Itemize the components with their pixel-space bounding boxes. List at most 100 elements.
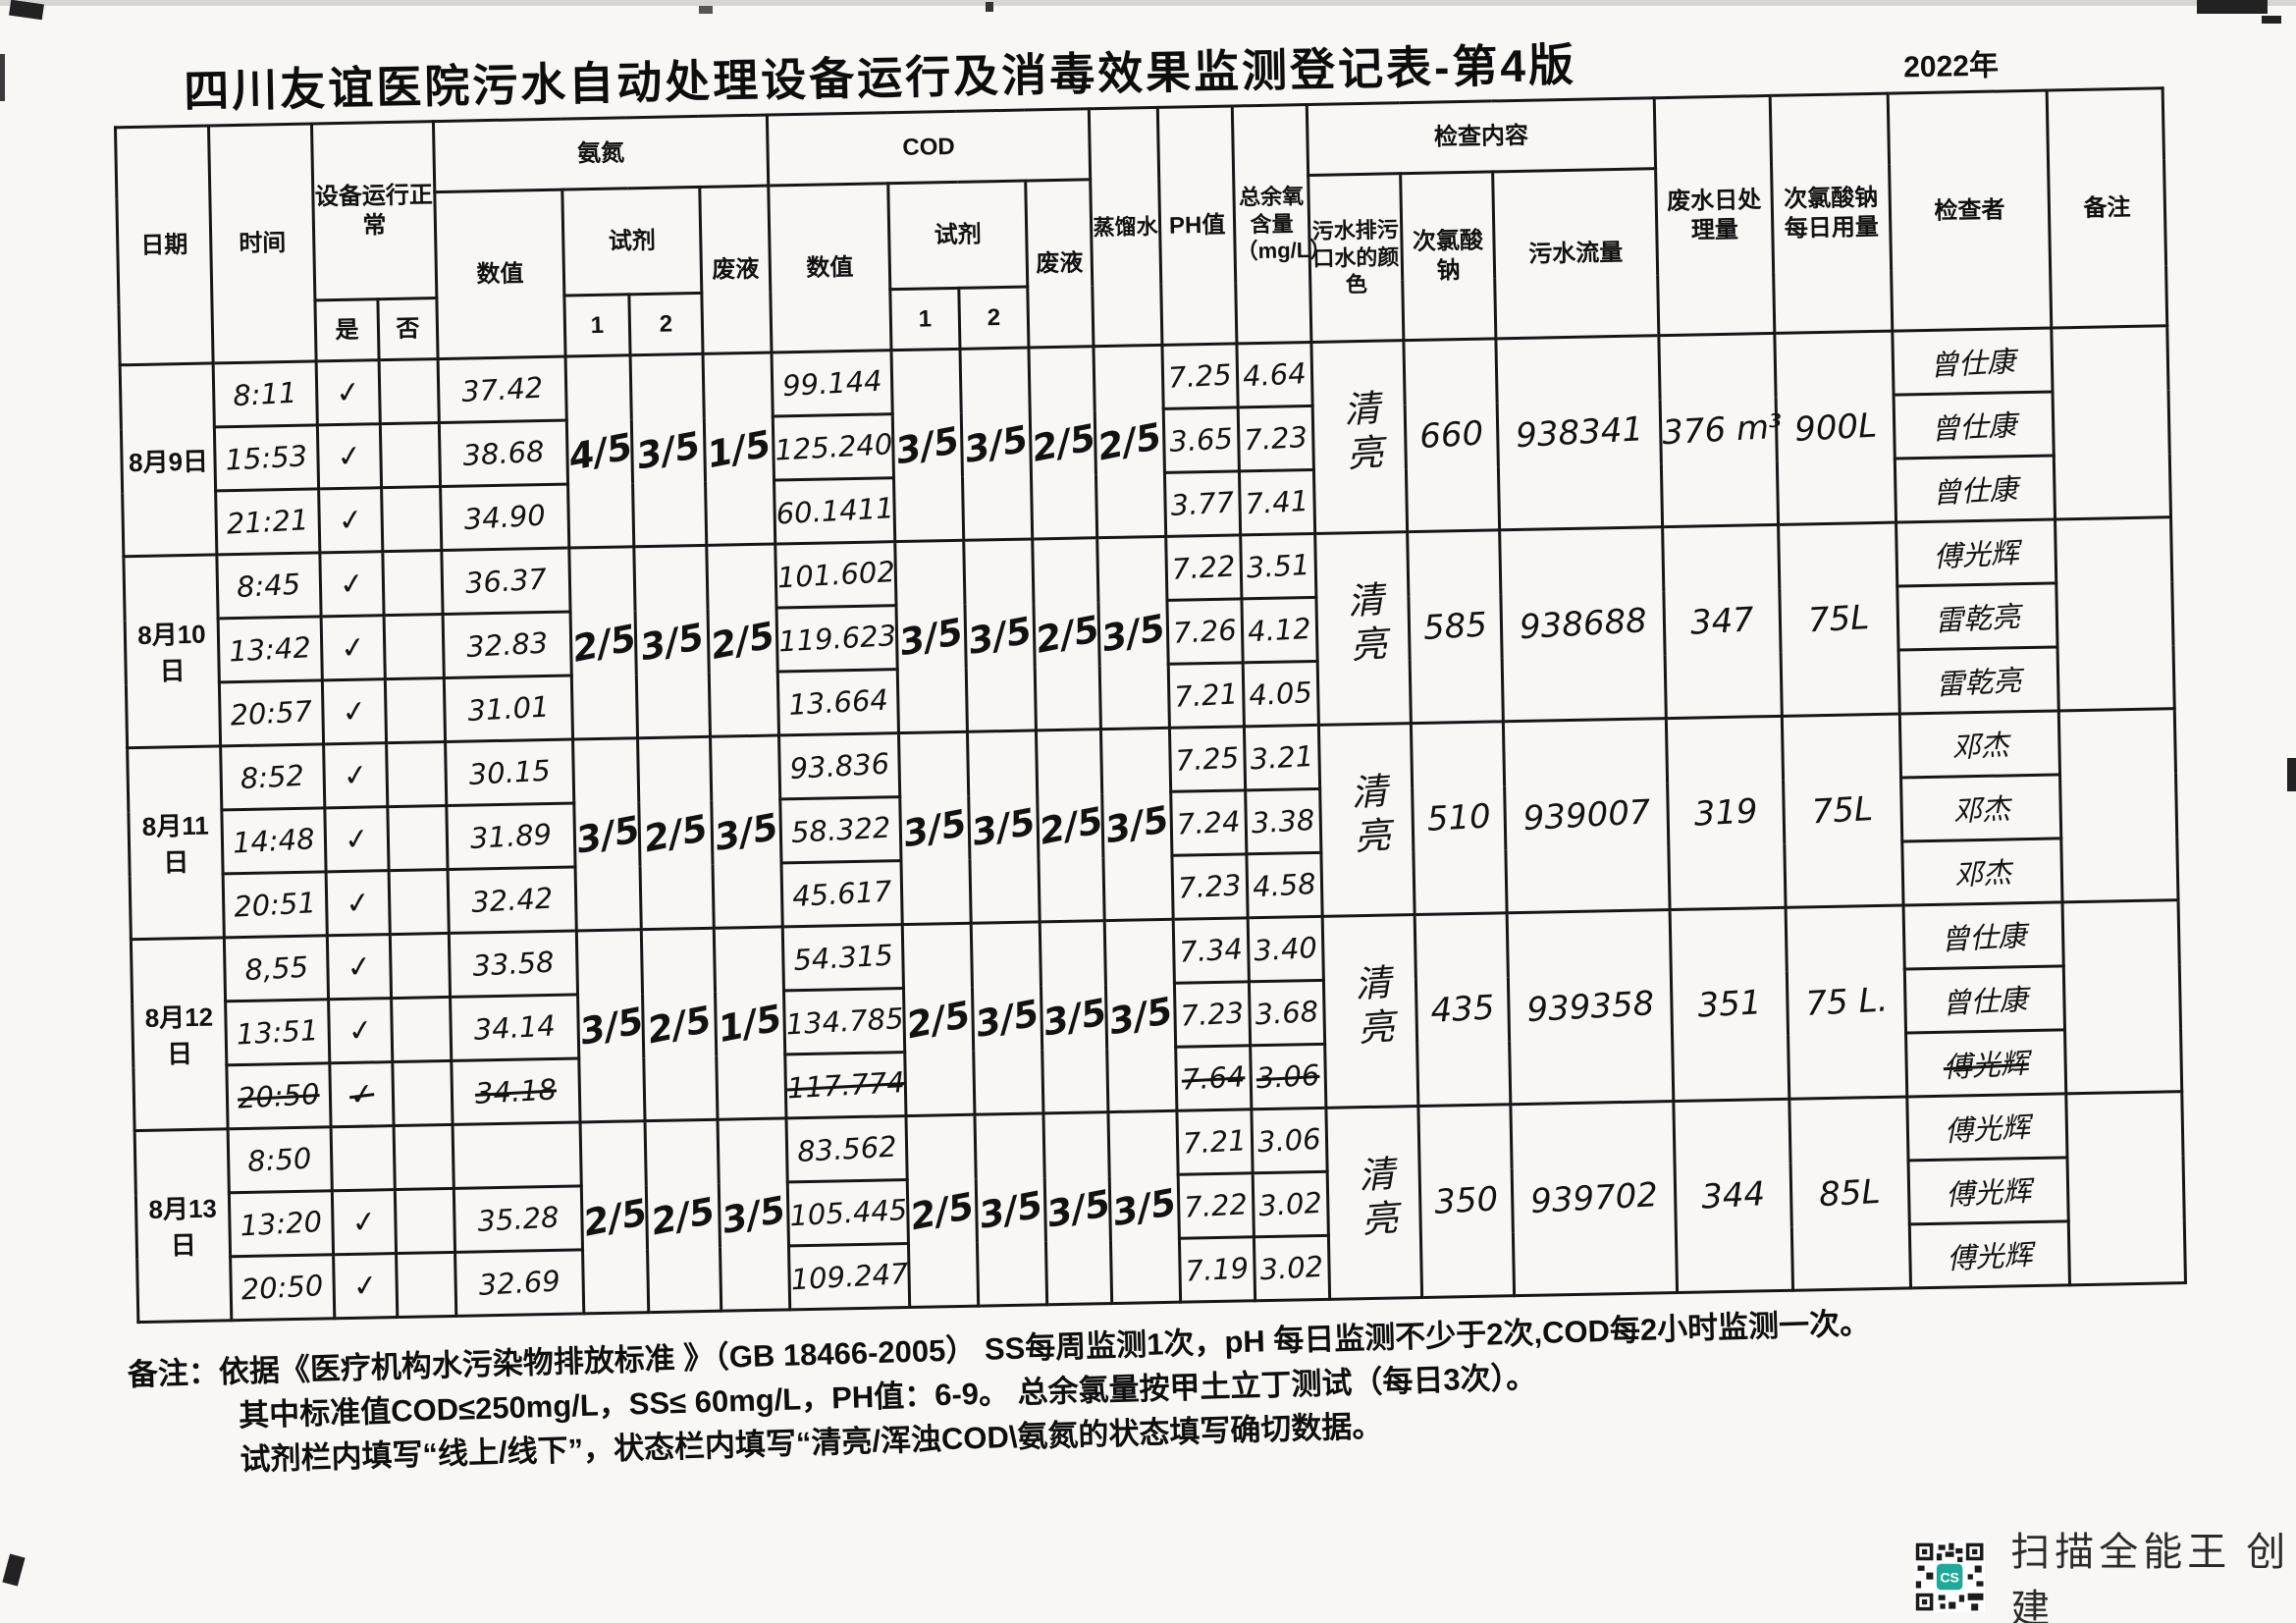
flow-cell: 938688 bbox=[1499, 526, 1667, 722]
ph-value: 7.64 bbox=[1181, 1059, 1247, 1097]
nh-value-cell: 32.83 bbox=[443, 612, 572, 678]
ph-cell: 7.21 bbox=[1168, 662, 1245, 729]
inspector-signature: 傅光辉 bbox=[1944, 1109, 2031, 1149]
nh-reagent1-cell: 2/5 bbox=[580, 1120, 651, 1314]
checkmark: ✓ bbox=[339, 628, 368, 667]
flow-cell: 939702 bbox=[1510, 1101, 1678, 1296]
naclo-usage-cell: 900L bbox=[1774, 331, 1896, 525]
nh-value-header: 数值 bbox=[434, 189, 566, 359]
fraction: 3/5 bbox=[895, 610, 967, 664]
ph-cell: 7.22 bbox=[1178, 1172, 1255, 1239]
naclo-cell: 350 bbox=[1417, 1104, 1515, 1298]
nh-reagent2-cell: 3/5 bbox=[633, 545, 711, 738]
inspector-signature: 曾仕康 bbox=[1941, 982, 2029, 1021]
water-color-cell: 清亮 bbox=[1318, 723, 1415, 917]
cod-value: 117.774 bbox=[786, 1065, 906, 1106]
chlorine-cell: 4.58 bbox=[1246, 852, 1323, 918]
cod-waste-cell: 2/5 bbox=[1033, 537, 1103, 730]
flow-value: 939358 bbox=[1525, 984, 1655, 1031]
cod-value-cell: 13.664 bbox=[777, 669, 899, 735]
cod-value: 134.785 bbox=[784, 1001, 905, 1042]
inspector-cell: 曾仕康 bbox=[1892, 328, 2054, 396]
fraction: 2/5 bbox=[647, 1189, 719, 1243]
time-cell: 20:57 bbox=[219, 679, 324, 746]
daily-treatment-cell: 344 bbox=[1673, 1099, 1793, 1293]
cod-value-cell: 58.322 bbox=[779, 796, 901, 863]
chlorine-value: 3.02 bbox=[1258, 1249, 1325, 1287]
inspector-signature: 傅光辉 bbox=[1945, 1173, 2033, 1213]
cod-value-cell: 101.602 bbox=[774, 541, 896, 608]
daily-treatment-cell: 347 bbox=[1662, 524, 1783, 719]
fraction: 3/5 bbox=[1105, 989, 1177, 1043]
cod-reagent2-cell: 3/5 bbox=[974, 1112, 1047, 1307]
time-value: 21:21 bbox=[226, 503, 310, 541]
fraction: 2/5 bbox=[1036, 798, 1107, 853]
no-check-cell bbox=[390, 933, 451, 999]
remark-cell bbox=[2062, 899, 2182, 1094]
ph-value: 7.19 bbox=[1184, 1251, 1251, 1288]
nh-value-cell: 34.90 bbox=[440, 484, 569, 551]
ph-cell: 7.22 bbox=[1165, 534, 1242, 601]
chlorine-cell: 7.41 bbox=[1239, 469, 1315, 535]
chlorine-value: 4.58 bbox=[1252, 866, 1317, 904]
checkmark: ✓ bbox=[341, 756, 370, 794]
no-check-cell bbox=[391, 997, 452, 1062]
scan-speck bbox=[2287, 758, 2296, 791]
cod-value-cell: 134.785 bbox=[783, 988, 905, 1055]
cod-reagent2-cell: 3/5 bbox=[967, 730, 1041, 924]
nh-value-cell: 35.28 bbox=[454, 1185, 583, 1253]
cod-value-header: 数值 bbox=[768, 183, 891, 353]
cod-value-cell: 45.617 bbox=[781, 860, 903, 927]
cod-value: 119.623 bbox=[777, 619, 897, 659]
scan-speck bbox=[986, 2, 993, 12]
ph-value: 3.65 bbox=[1168, 421, 1234, 459]
nh-value: 32.83 bbox=[465, 625, 550, 664]
cod-value: 105.445 bbox=[788, 1192, 909, 1233]
ph-value: 7.21 bbox=[1173, 676, 1239, 714]
inspector-signature: 曾仕康 bbox=[1930, 407, 2018, 447]
time-value: 13:20 bbox=[239, 1205, 324, 1243]
chlorine-cell: 4.05 bbox=[1243, 661, 1319, 727]
nh-value-cell: 31.01 bbox=[444, 676, 573, 742]
inspector-signature: 曾仕康 bbox=[1931, 471, 2019, 511]
camscanner-label: 扫描全能王 创建 bbox=[2010, 1530, 2291, 1623]
col-daily-treatment-header: 废水日处理量 bbox=[1654, 95, 1775, 336]
water-color-value: 清亮 bbox=[1335, 388, 1384, 479]
date-cell: 8月11日 bbox=[127, 745, 225, 940]
yes-check-cell: ✓ bbox=[333, 1253, 398, 1319]
col-date-header: 日期 bbox=[115, 126, 214, 365]
checkmark: ✓ bbox=[346, 1011, 375, 1050]
cod-reagent1-cell: 3/5 bbox=[890, 349, 964, 542]
time-cell: 8,55 bbox=[224, 935, 329, 1001]
col-cod-header: COD bbox=[767, 108, 1091, 187]
no-check-cell bbox=[394, 1124, 454, 1190]
time-value: 20:50 bbox=[240, 1269, 325, 1307]
fraction: 3/5 bbox=[899, 801, 971, 855]
checkmark: ✓ bbox=[342, 820, 372, 858]
date-cell: 8月10日 bbox=[123, 554, 221, 748]
ph-cell: 7.64 bbox=[1175, 1045, 1252, 1111]
ph-cell: 7.25 bbox=[1161, 343, 1239, 409]
monitoring-table: 日期 时间 设备运行正常 氨氮 COD 蒸馏水 PH值 总余氧含量（mg/L） … bbox=[114, 86, 2187, 1324]
fraction: 3/5 bbox=[968, 799, 1040, 854]
inspector-cell: 曾仕康 bbox=[1903, 901, 2064, 969]
daily-treatment-cell: 319 bbox=[1666, 716, 1787, 910]
nh-waste-cell: 1/5 bbox=[703, 352, 775, 546]
fraction: 3/5 bbox=[972, 991, 1043, 1046]
remark-cell bbox=[2058, 708, 2179, 902]
yes-check-cell: ✓ bbox=[323, 742, 388, 808]
chlorine-cell: 3.06 bbox=[1251, 1108, 1328, 1173]
no-check-cell bbox=[381, 486, 442, 552]
cod-reagent1-cell: 3/5 bbox=[898, 731, 972, 925]
fraction: 2/5 bbox=[640, 806, 712, 860]
flow-cell: 939007 bbox=[1503, 718, 1671, 913]
cod-value: 125.240 bbox=[774, 427, 894, 467]
scan-speck bbox=[699, 6, 713, 14]
scan-speck bbox=[2197, 0, 2268, 14]
inspector-cell: 傅光辉 bbox=[1906, 1093, 2068, 1161]
fraction: 3/5 bbox=[632, 423, 704, 477]
time-value: 8:45 bbox=[236, 567, 302, 605]
ph-cell: 3.77 bbox=[1164, 470, 1241, 537]
chlorine-value: 3.06 bbox=[1256, 1121, 1322, 1160]
flow-cell: 939358 bbox=[1507, 909, 1674, 1105]
